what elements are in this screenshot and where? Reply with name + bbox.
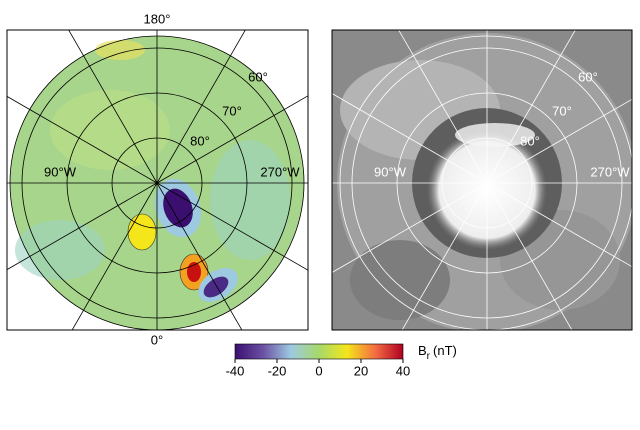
- meridian: [486, 182, 632, 268]
- colorbar-label: Br (nT): [418, 343, 457, 361]
- left-label: 90°W: [374, 164, 407, 179]
- tick-label: -40: [226, 363, 245, 378]
- label-unit: (nT): [433, 343, 457, 358]
- left-frame: [6, 29, 309, 331]
- meridian: [156, 30, 246, 184]
- meridian: [7, 182, 158, 271]
- latitude-label: 60°: [248, 69, 268, 84]
- tick-label: -20: [268, 363, 287, 378]
- meridian: [401, 182, 488, 330]
- latitude-label: 60°: [578, 69, 598, 84]
- meridian: [486, 30, 576, 184]
- bottom-label: 0°: [151, 332, 163, 347]
- meridian: [68, 30, 158, 184]
- right-map: [332, 30, 632, 330]
- latitude-label: 80°: [190, 133, 210, 148]
- latitude-label: 70°: [222, 103, 242, 118]
- meridian: [398, 30, 488, 184]
- colorbar: [234, 343, 404, 360]
- meridian: [486, 182, 573, 330]
- meridian: [156, 182, 243, 330]
- tick-label: 40: [396, 363, 410, 378]
- left-map: [7, 30, 308, 330]
- meridian: [486, 98, 632, 184]
- left-label: 90°W: [44, 164, 77, 179]
- bottom-label: 0°: [481, 332, 493, 347]
- left-labels: 180° 0° 90°W 270°W 60° 70° 80°: [44, 11, 300, 347]
- label-main: B: [418, 343, 427, 358]
- latitude-label: 80°: [520, 133, 540, 148]
- latitude-label: 70°: [552, 103, 572, 118]
- tick-label: 20: [354, 363, 368, 378]
- right-label: 270°W: [590, 164, 630, 179]
- colorbar-ticks: -40 -20 0 20 40: [226, 359, 410, 378]
- meridian: [71, 182, 158, 330]
- top-label: 180°: [144, 11, 171, 26]
- top-label: 180°: [474, 11, 501, 26]
- right-frame: [331, 29, 633, 331]
- meridian: [7, 95, 158, 184]
- right-label: 270°W: [260, 164, 300, 179]
- meridian: [156, 182, 308, 271]
- tick-label: 0: [315, 363, 322, 378]
- meridian: [332, 93, 488, 184]
- meridian: [156, 95, 308, 184]
- right-labels: 180° 0° 90°W 270°W 60° 70° 80°: [374, 11, 630, 347]
- meridian: [332, 182, 488, 273]
- label-sub: r: [427, 351, 431, 362]
